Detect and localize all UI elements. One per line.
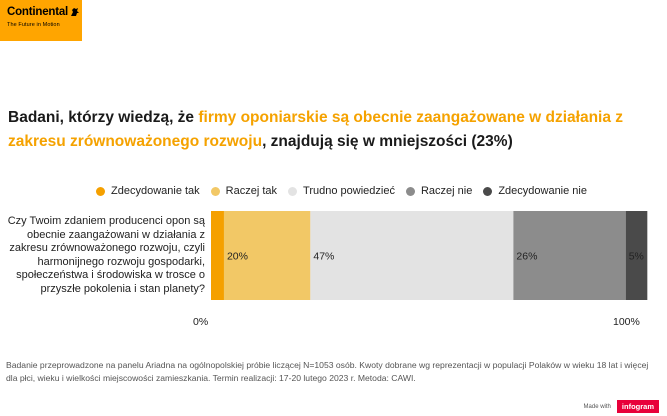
- data-label: 20%: [227, 251, 248, 263]
- legend-item[interactable]: Zdecydowanie nie: [483, 185, 587, 197]
- bar-segment[interactable]: [223, 211, 311, 300]
- question-label: Czy Twoim zdaniem producenci opon są obe…: [7, 215, 205, 295]
- headline-part1: Badani, którzy wiedzą, że: [8, 109, 199, 126]
- bar-segment[interactable]: [310, 211, 514, 300]
- data-label: 5%: [629, 251, 644, 263]
- bar-segment[interactable]: [211, 211, 224, 300]
- logo-tagline: The Future in Motion: [7, 22, 60, 28]
- legend-item[interactable]: Raczej tak: [210, 185, 278, 197]
- legend-label: Trudno powiedzieć: [303, 185, 395, 197]
- headline-part2: , znajdują się w mniejszości (23%): [262, 133, 513, 150]
- continental-logo: Continental The Future in Motion: [0, 0, 82, 41]
- legend-swatch: [210, 186, 220, 196]
- legend-label: Raczej tak: [225, 185, 278, 197]
- infogram-credit[interactable]: Made with infogram: [584, 400, 659, 413]
- legend-label: Zdecydowanie tak: [111, 185, 200, 197]
- logo-text: Continental: [7, 6, 69, 18]
- legend-item[interactable]: Zdecydowanie tak: [96, 185, 200, 197]
- chart-headline: Badani, którzy wiedzą, że firmy oponiars…: [8, 106, 658, 154]
- horse-icon: [71, 8, 80, 16]
- bar-segment[interactable]: [513, 211, 626, 300]
- legend-label: Raczej nie: [420, 185, 473, 197]
- bar-segment[interactable]: [625, 211, 648, 300]
- infogram-logo: infogram: [616, 400, 659, 413]
- logo-wordmark: Continental: [7, 6, 82, 18]
- legend-label: Zdecydowanie nie: [498, 185, 587, 197]
- data-label: 47%: [313, 251, 334, 263]
- axis-max-label: 100%: [613, 316, 640, 328]
- chart-legend: Zdecydowanie tak Raczej tak Trudno powiedz…: [96, 185, 598, 197]
- legend-swatch: [483, 186, 493, 196]
- legend-swatch: [405, 186, 415, 196]
- legend-item[interactable]: Trudno powiedzieć: [288, 185, 395, 197]
- legend-swatch: [288, 186, 298, 196]
- axis-min-label: 0%: [193, 316, 209, 328]
- data-label: 26%: [516, 251, 537, 263]
- headline-highlight: firmy oponiarskie są obecnie zaangażowan…: [8, 109, 624, 150]
- methodology-footnote: Badanie przeprowadzone na panelu Ariadna…: [6, 360, 649, 383]
- legend-item[interactable]: Raczej nie: [405, 185, 473, 197]
- legend-swatch: [96, 186, 105, 196]
- made-with-text: Made with: [583, 403, 611, 410]
